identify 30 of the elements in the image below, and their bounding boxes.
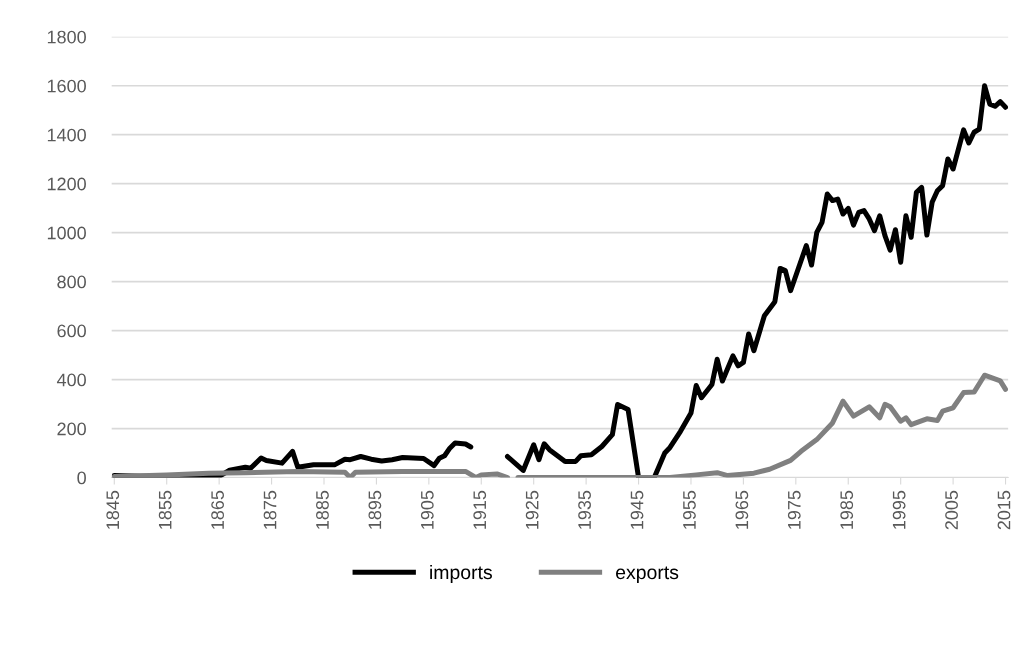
y-tick-label: 1400: [47, 128, 86, 142]
y-tick-label: 1800: [47, 30, 86, 44]
x-tick-label: 1885: [316, 490, 329, 529]
x-tick-label: 1845: [106, 490, 120, 529]
y-tick-label: 1000: [47, 226, 86, 240]
x-tick-label: 1865: [211, 490, 224, 529]
x-tick-label: 1985: [840, 490, 854, 529]
x-tick-label: 1875: [263, 490, 277, 529]
x-tick-label: 2015: [997, 490, 1011, 530]
y-tick-label: 800: [57, 275, 86, 289]
y-tick-label: 0: [77, 471, 86, 485]
y-tick-label: 1600: [47, 79, 86, 93]
x-tick-label: 1995: [892, 490, 906, 529]
legend-label: exports: [616, 566, 679, 584]
x-tick-label: 2005: [945, 490, 958, 530]
x-tick-label: 1905: [420, 490, 434, 529]
y-tick-label: 200: [57, 422, 86, 436]
x-tick-label: 1965: [735, 490, 749, 529]
x-tick-label: 1935: [578, 490, 591, 529]
x-tick-label: 1945: [630, 490, 644, 529]
x-tick-label: 1895: [368, 490, 382, 529]
y-tick-label: 1200: [47, 177, 86, 191]
x-tick-label: 1915: [473, 490, 487, 529]
x-tick-label: 1975: [787, 490, 801, 529]
y-tick-label: 400: [56, 373, 86, 387]
y-tick-label: 600: [57, 324, 86, 338]
legend-label: imports: [430, 564, 492, 584]
x-tick-label: 1855: [158, 490, 172, 529]
x-tick-label: 1925: [525, 490, 539, 529]
x-tick-label: 1955: [683, 490, 696, 529]
